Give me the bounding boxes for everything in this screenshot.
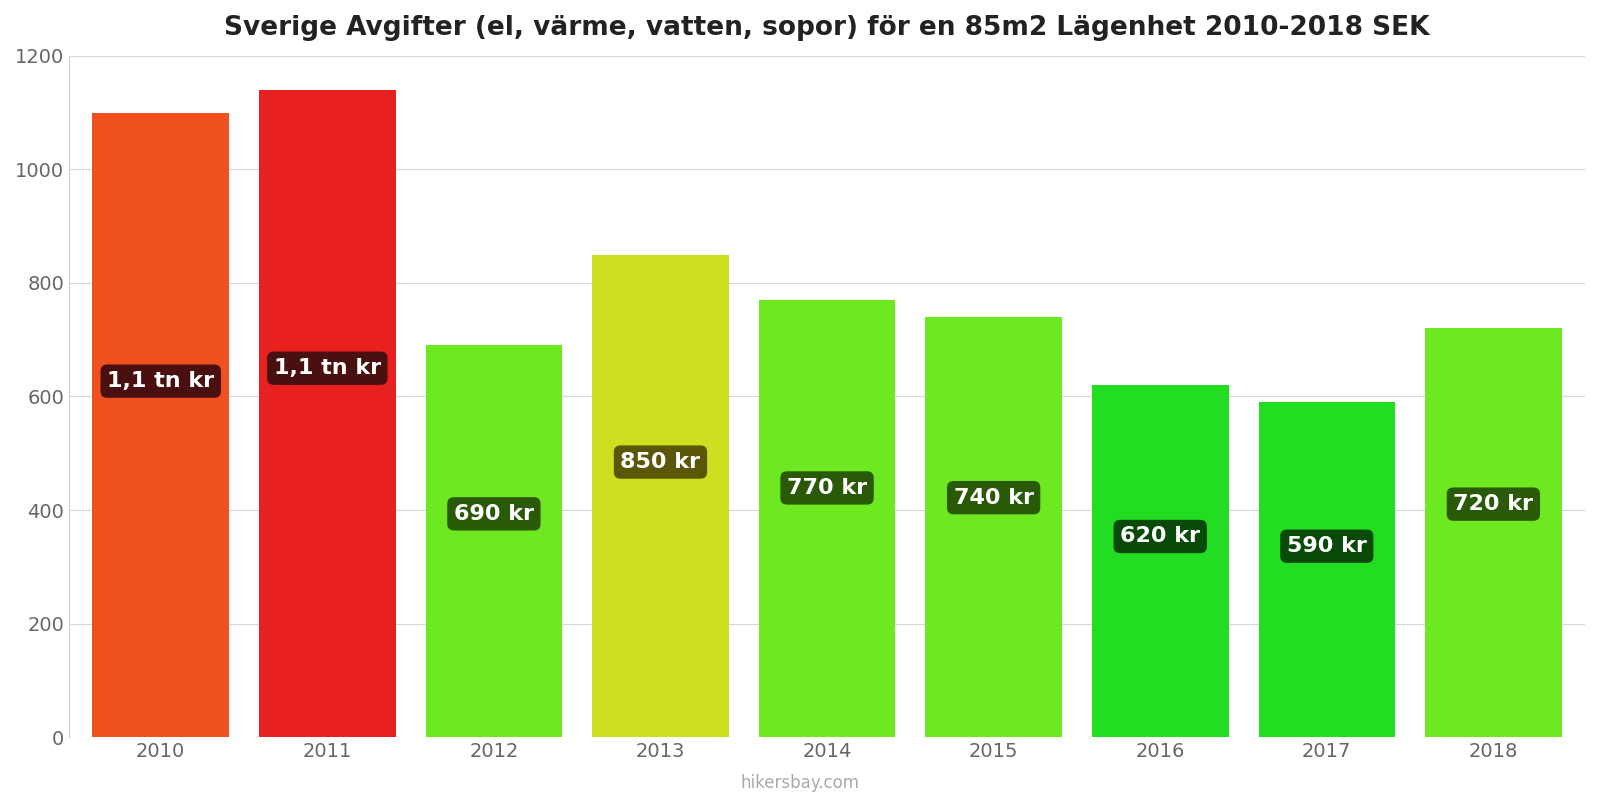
Text: 770 kr: 770 kr	[787, 478, 867, 498]
Text: 690 kr: 690 kr	[454, 504, 534, 524]
Text: 1,1 tn kr: 1,1 tn kr	[274, 358, 381, 378]
Title: Sverige Avgifter (el, värme, vatten, sopor) för en 85m2 Lägenhet 2010-2018 SEK: Sverige Avgifter (el, värme, vatten, sop…	[224, 15, 1430, 41]
Bar	[925, 317, 1062, 737]
Text: 740 kr: 740 kr	[954, 488, 1034, 508]
Bar	[592, 254, 728, 737]
Bar	[1259, 402, 1395, 737]
Bar	[259, 90, 395, 737]
Text: 720 kr: 720 kr	[1453, 494, 1533, 514]
Text: 620 kr: 620 kr	[1120, 526, 1200, 546]
Text: 850 kr: 850 kr	[621, 452, 701, 472]
Text: 590 kr: 590 kr	[1286, 536, 1366, 556]
Bar	[758, 300, 896, 737]
Text: 1,1 tn kr: 1,1 tn kr	[107, 371, 214, 391]
Text: hikersbay.com: hikersbay.com	[741, 774, 859, 792]
Bar	[1091, 385, 1229, 737]
Bar	[1426, 328, 1562, 737]
Bar	[426, 346, 562, 737]
Bar	[93, 113, 229, 737]
